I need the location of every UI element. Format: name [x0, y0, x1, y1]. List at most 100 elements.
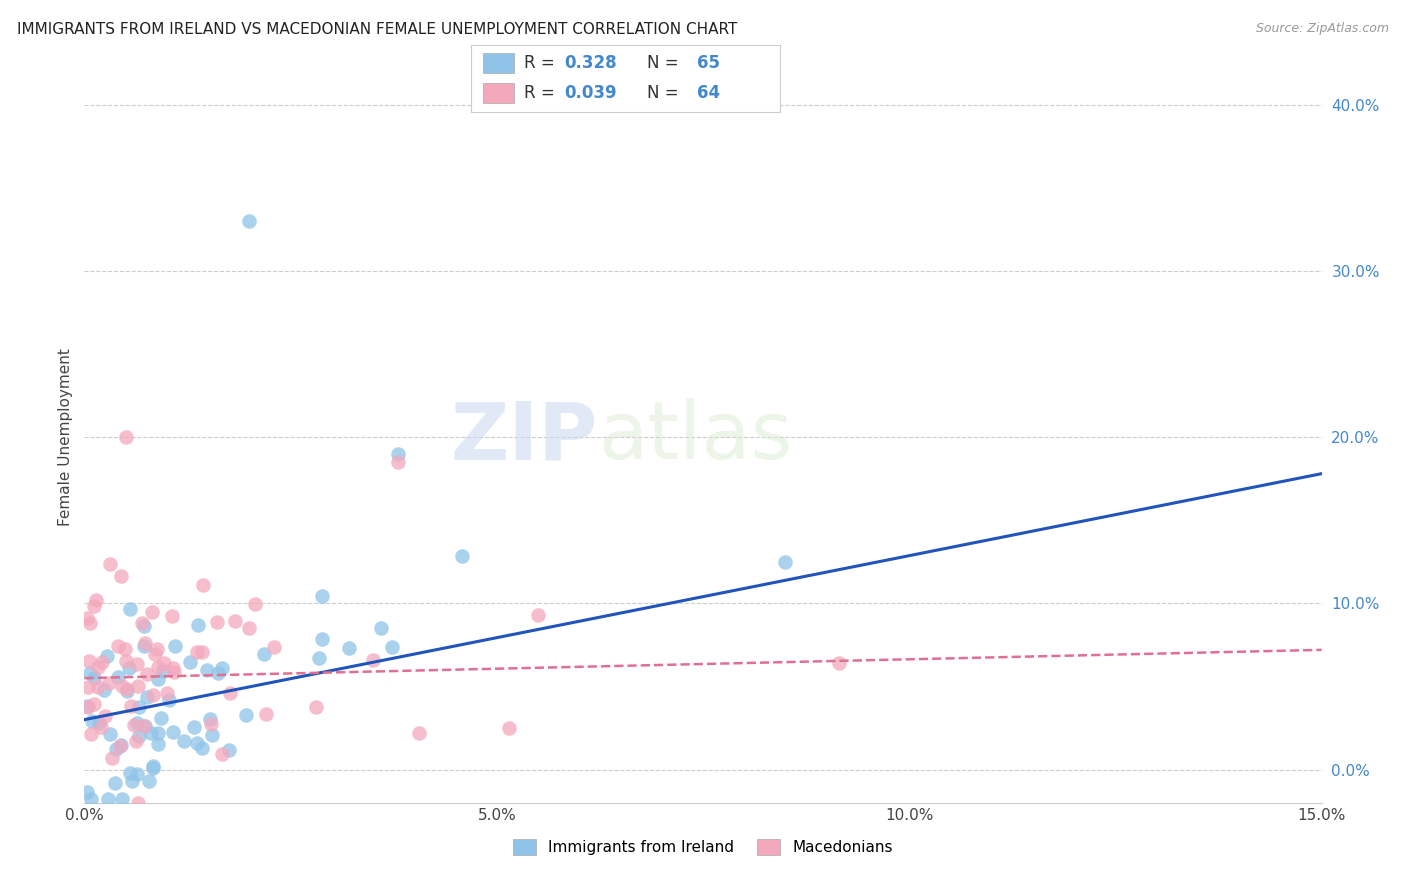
Point — [77, 655, 100, 669]
Point — [87, 716, 110, 731]
Point — [162, 725, 184, 739]
Point — [121, 773, 143, 788]
Y-axis label: Female Unemployment: Female Unemployment — [58, 348, 73, 526]
Text: R =: R = — [523, 85, 560, 103]
Point — [138, 773, 160, 788]
Point — [243, 597, 266, 611]
Point — [238, 214, 260, 228]
Point — [408, 726, 430, 740]
Point — [132, 619, 155, 633]
Point — [90, 719, 112, 733]
Point — [80, 714, 103, 728]
Point — [131, 615, 153, 630]
Point — [141, 726, 163, 740]
Point — [193, 578, 215, 592]
Text: N =: N = — [647, 54, 685, 71]
Point — [165, 639, 187, 653]
Point — [115, 654, 138, 668]
Bar — [484, 53, 515, 73]
Point — [127, 679, 149, 693]
Point — [152, 664, 174, 678]
Point — [120, 766, 142, 780]
Point — [149, 711, 172, 725]
Point — [135, 690, 157, 704]
Point — [107, 670, 129, 684]
Point — [827, 656, 849, 670]
Point — [451, 549, 474, 563]
Text: 65: 65 — [697, 54, 720, 71]
Point — [120, 698, 142, 713]
Point — [311, 632, 333, 646]
Point — [118, 661, 141, 675]
Point — [110, 738, 132, 752]
Point — [83, 671, 105, 685]
Point — [146, 726, 169, 740]
Text: R =: R = — [523, 54, 560, 71]
Point — [162, 661, 184, 675]
Point — [162, 665, 184, 680]
Text: Source: ZipAtlas.com: Source: ZipAtlas.com — [1256, 22, 1389, 36]
Point — [110, 569, 132, 583]
Point — [98, 557, 121, 571]
Point — [108, 739, 131, 754]
Text: ZIP: ZIP — [450, 398, 598, 476]
Point — [186, 736, 208, 750]
Point — [200, 728, 222, 742]
Point — [179, 655, 201, 669]
Point — [134, 635, 156, 649]
Text: atlas: atlas — [598, 398, 792, 476]
Point — [97, 792, 120, 806]
Point — [98, 675, 121, 690]
Point — [187, 618, 209, 632]
Point — [111, 792, 134, 806]
Point — [207, 615, 229, 630]
Text: N =: N = — [647, 85, 685, 103]
Point — [94, 709, 117, 723]
Point — [305, 700, 328, 714]
Point — [132, 719, 155, 733]
Point — [104, 775, 127, 789]
Point — [191, 741, 214, 756]
Point — [253, 647, 276, 661]
Point — [76, 785, 98, 799]
Point — [87, 680, 110, 694]
Point — [142, 760, 165, 774]
Point — [381, 640, 404, 654]
Point — [308, 651, 330, 665]
Text: 0.039: 0.039 — [564, 85, 616, 103]
Point — [76, 610, 98, 624]
Point — [337, 641, 360, 656]
Point — [263, 640, 285, 654]
Text: 64: 64 — [697, 85, 720, 103]
Point — [527, 607, 550, 622]
Point — [173, 734, 195, 748]
Point — [224, 614, 246, 628]
Point — [211, 661, 233, 675]
Point — [98, 727, 121, 741]
Point — [145, 641, 167, 656]
Point — [141, 605, 163, 619]
Point — [80, 792, 103, 806]
Point — [387, 447, 409, 461]
Point — [127, 767, 149, 781]
Point — [186, 645, 208, 659]
Point — [361, 653, 384, 667]
Point — [77, 680, 100, 694]
Point — [142, 689, 165, 703]
Point — [125, 657, 148, 671]
Point — [254, 707, 277, 722]
Point — [125, 733, 148, 747]
Point — [79, 615, 101, 630]
Text: 0.328: 0.328 — [564, 54, 616, 71]
Point — [311, 589, 333, 603]
Point — [128, 729, 150, 743]
Point — [370, 621, 392, 635]
Point — [114, 642, 136, 657]
Point — [115, 681, 138, 696]
Point — [218, 743, 240, 757]
Point — [80, 727, 103, 741]
Point — [117, 684, 139, 698]
Point — [219, 686, 242, 700]
Point — [76, 698, 98, 713]
Point — [110, 679, 132, 693]
